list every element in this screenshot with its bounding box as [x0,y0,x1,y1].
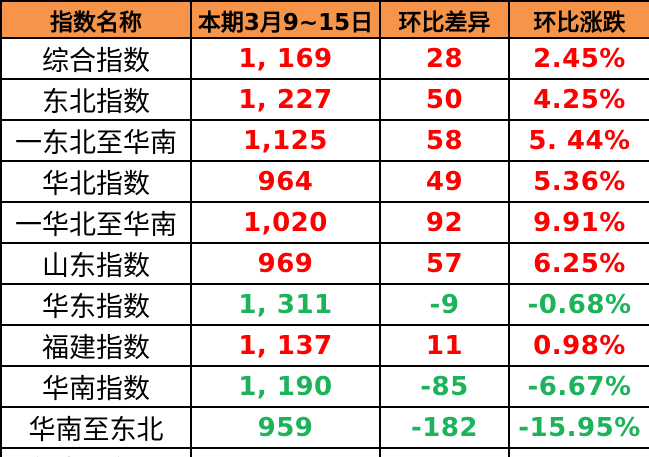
table-row: 一东北至华南 1,125 58 5. 44% [0,119,649,162]
diff-cell: 28 [379,37,510,80]
col-header-diff: 环比差异 [379,0,510,39]
period-value-cell: 964 [190,160,381,203]
diff-cell: 11 [379,324,510,367]
table-row: 福建指数 1, 137 11 0.98% [0,324,649,367]
pct-change-cell: 5.36% [508,160,649,203]
pct-change-cell: 22.27% [508,447,649,457]
table-row: 华南至华北1, 37825122.27% [0,447,649,457]
pct-change-cell: 9.91% [508,201,649,244]
index-name-cell: 华南指数 [0,365,192,408]
period-value-cell: 959 [190,406,381,449]
index-name-cell: 华南至华北 [0,447,192,457]
pct-change-cell: -6.67% [508,365,649,408]
table-row: 华南指数 1, 190 -85 -6.67% [0,365,649,408]
table-row: 东北指数 1, 227 50 4.25% [0,78,649,121]
diff-cell: 92 [379,201,510,244]
table-body: 综合指数 1, 169 28 2.45% 东北指数 1, 227 50 4.25% 一东北至华南… [0,37,649,457]
table-row: 一华北至华南 1,020 92 9.91% [0,201,649,244]
diff-cell: -85 [379,365,510,408]
period-value-cell: 1, 137 [190,324,381,367]
table-row: 山东指数 969 57 6.25% [0,242,649,285]
col-header-index-name: 指数名称 [0,0,192,39]
index-name-cell: 华南至东北 [0,406,192,449]
diff-cell: 57 [379,242,510,285]
diff-cell: 50 [379,78,510,121]
index-name-cell: 福建指数 [0,324,192,367]
period-value-cell: 1, 311 [190,283,381,326]
period-value-cell: 969 [190,242,381,285]
index-name-cell: 一华北至华南 [0,201,192,244]
index-name-cell: 华北指数 [0,160,192,203]
table-row: 华东指数 1, 311 -9 -0.68% [0,283,649,326]
diff-cell: 251 [379,447,510,457]
pct-change-cell: -0.68% [508,283,649,326]
diff-cell: -9 [379,283,510,326]
index-name-cell: 一东北至华南 [0,119,192,162]
index-name-cell: 华东指数 [0,283,192,326]
index-name-cell: 东北指数 [0,78,192,121]
pct-change-cell: 0.98% [508,324,649,367]
pct-change-cell: 6.25% [508,242,649,285]
index-name-cell: 山东指数 [0,242,192,285]
pct-change-cell: -15.95% [508,406,649,449]
col-header-pct-change: 环比涨跌 [508,0,649,39]
diff-cell: 49 [379,160,510,203]
table-row: 华北指数 964 49 5.36% [0,160,649,203]
table-row: 华南至东北 959 -182 -15.95% [0,406,649,449]
period-value-cell: 1, 378 [190,447,381,457]
period-value-cell: 1, 169 [190,37,381,80]
period-value-cell: 1, 190 [190,365,381,408]
col-header-period: 本期3月9~15日 [190,0,381,39]
header-row: 指数名称 本期3月9~15日 环比差异 环比涨跌 [0,0,649,39]
table-header: 指数名称 本期3月9~15日 环比差异 环比涨跌 [0,0,649,39]
period-value-cell: 1,020 [190,201,381,244]
table-row: 综合指数 1, 169 28 2.45% [0,37,649,80]
diff-cell: 58 [379,119,510,162]
period-value-cell: 1, 227 [190,78,381,121]
pct-change-cell: 4.25% [508,78,649,121]
pct-change-cell: 5. 44% [508,119,649,162]
diff-cell: -182 [379,406,510,449]
pct-change-cell: 2.45% [508,37,649,80]
index-name-cell: 综合指数 [0,37,192,80]
period-value-cell: 1,125 [190,119,381,162]
